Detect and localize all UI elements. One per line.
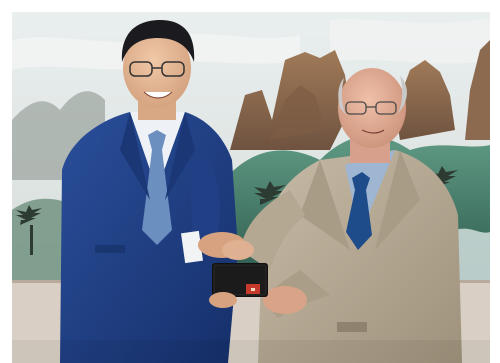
man-in-grey-jacket	[240, 68, 462, 363]
handshake	[198, 232, 254, 260]
man-in-navy-suit	[60, 20, 238, 363]
gift-box	[209, 263, 268, 308]
